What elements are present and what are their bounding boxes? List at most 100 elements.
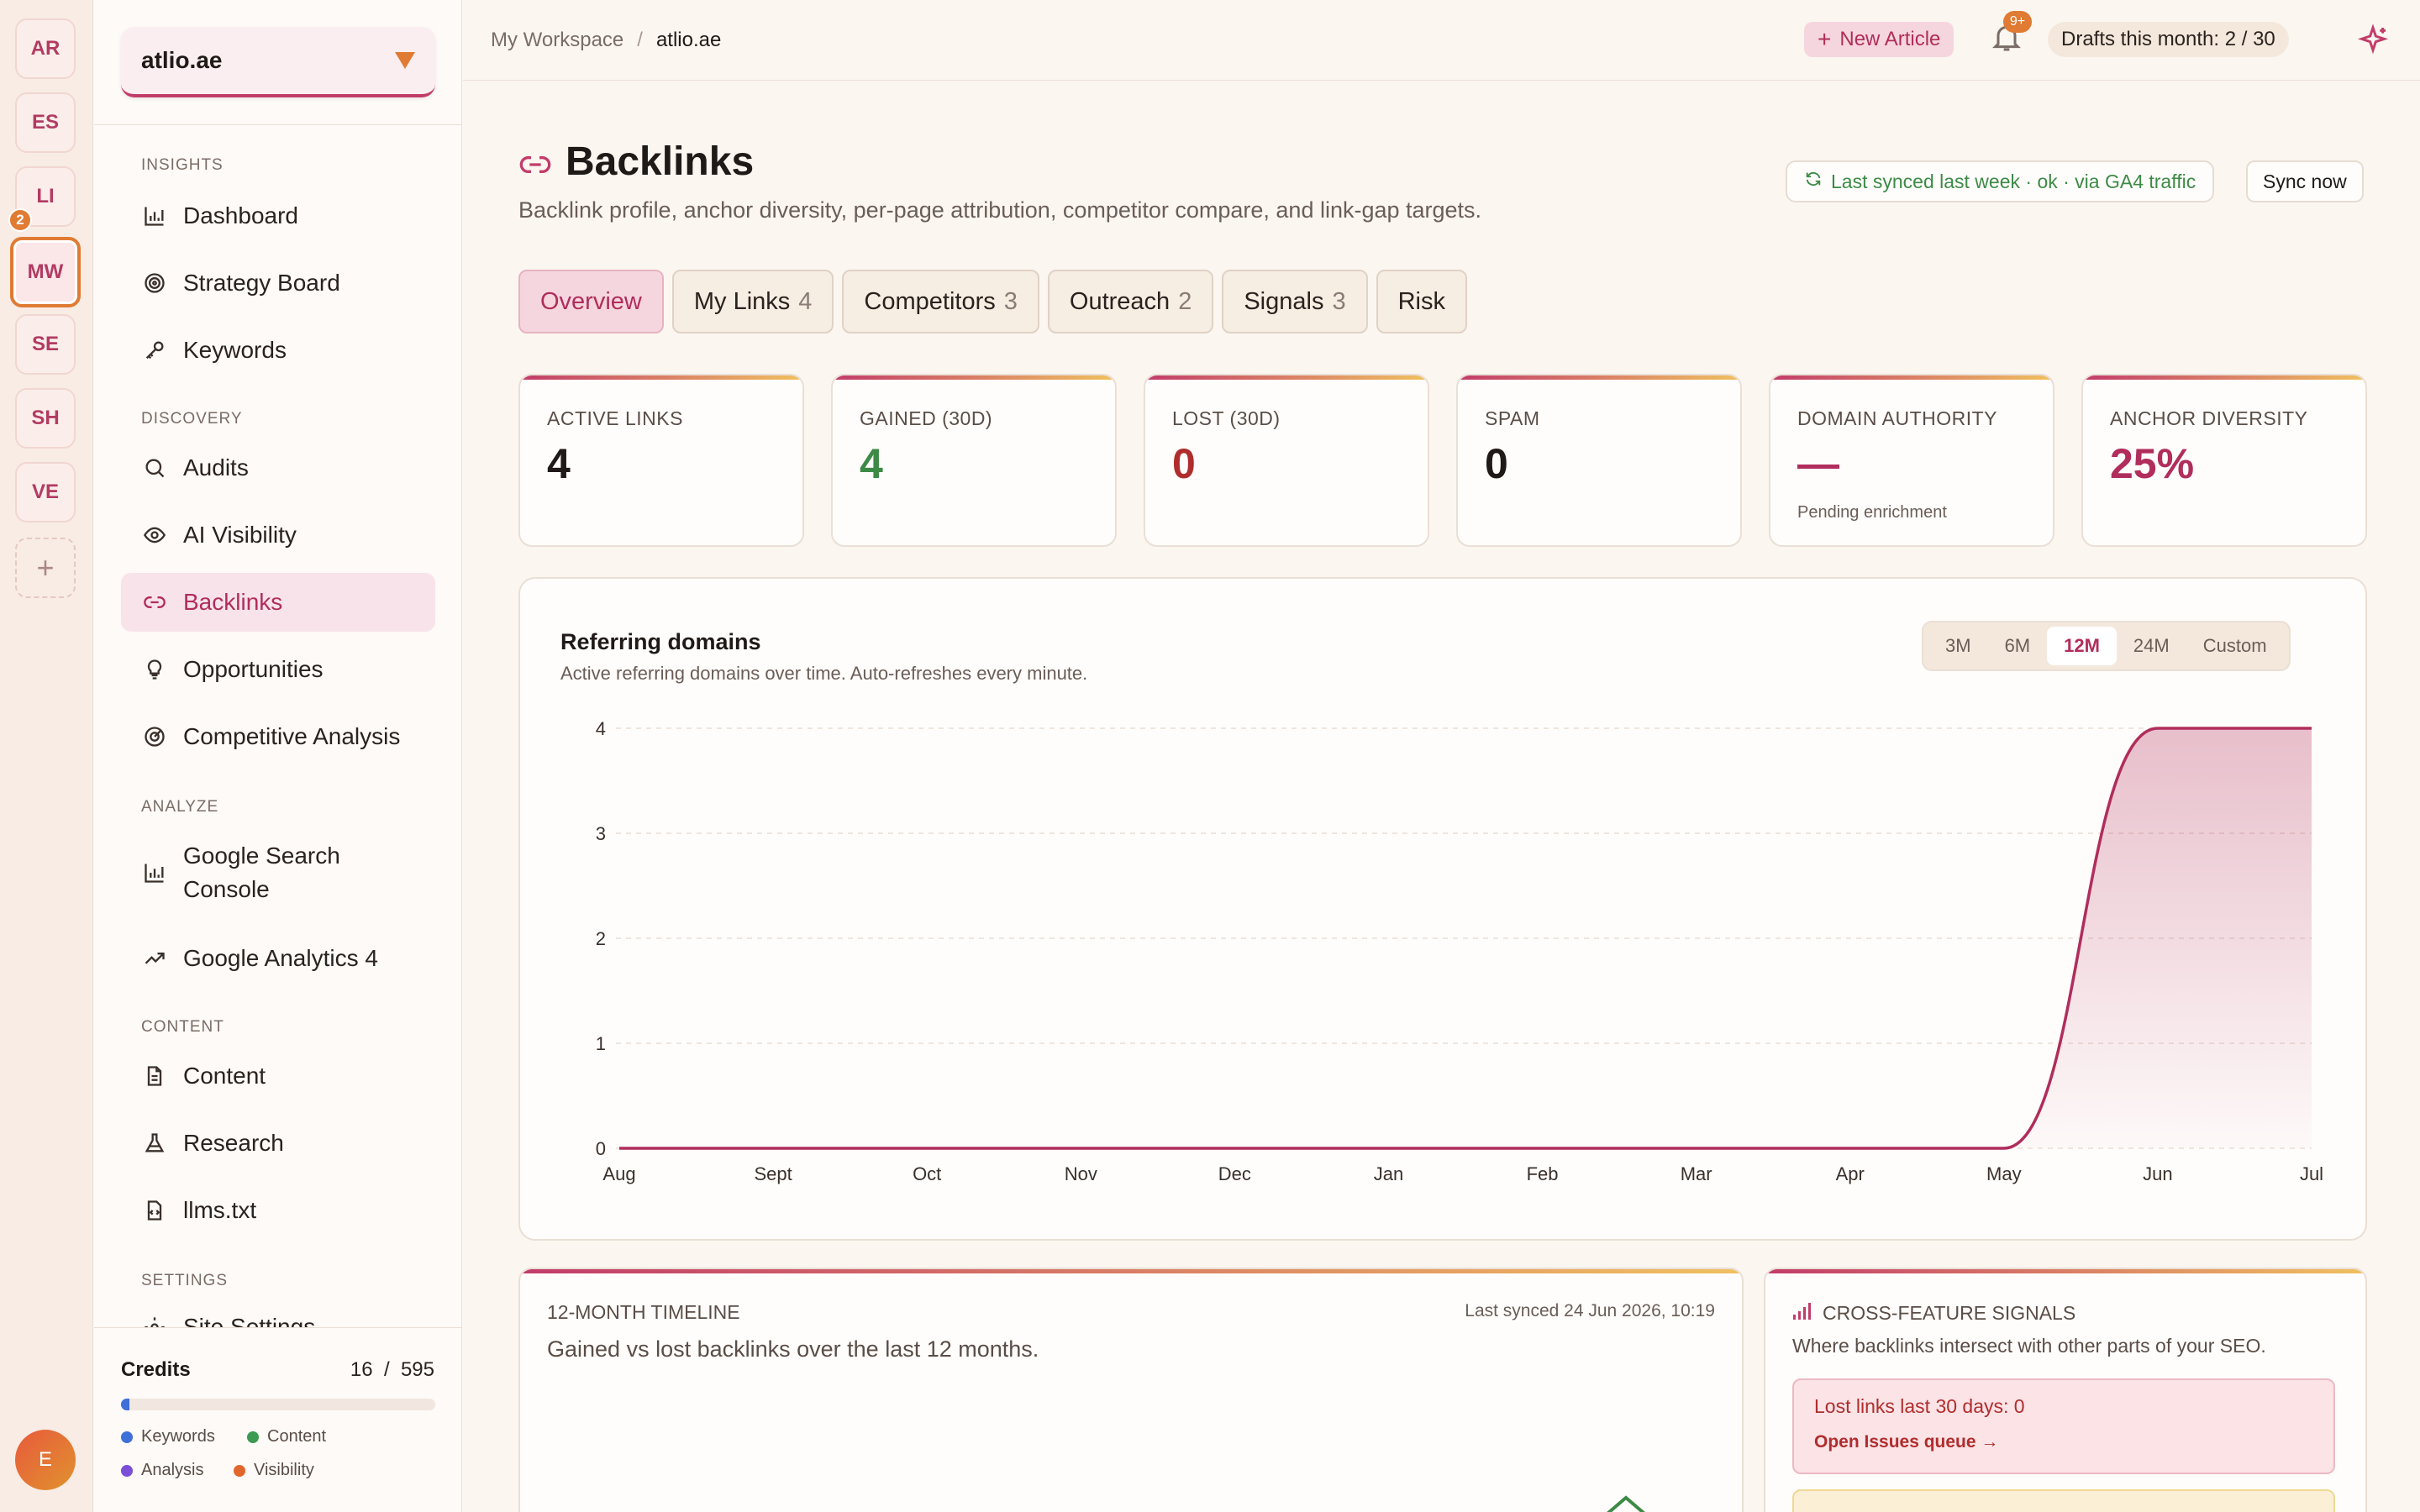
series-line — [619, 727, 2312, 1150]
tab-overview[interactable]: Overview — [518, 270, 664, 333]
y-tick-label: 0 — [596, 1138, 606, 1159]
file-code-icon — [141, 1197, 168, 1224]
y-tick-label: 4 — [596, 718, 606, 739]
sidebar-item-ai-visibility[interactable]: AI Visibility — [121, 506, 435, 564]
section-discovery: DISCOVERY — [141, 410, 243, 428]
link-icon — [518, 145, 552, 179]
chart-title: Referring domains — [560, 629, 761, 654]
workspace-mw[interactable]: MW — [10, 237, 81, 307]
sidebar-item-label: Research — [183, 1130, 284, 1156]
workspace-ve[interactable]: VE — [15, 462, 76, 522]
legend-visibility: Visibility — [234, 1461, 314, 1480]
lightbulb-icon — [141, 656, 168, 683]
range-3m[interactable]: 3M — [1945, 635, 1971, 656]
sparkle-icon[interactable] — [2356, 24, 2390, 57]
timeline-desc: Gained vs lost backlinks over the last 1… — [547, 1336, 1039, 1362]
stat-lost: LOST (30D) 0 — [1144, 374, 1429, 547]
sidebar-item-dashboard[interactable]: Dashboard — [121, 186, 435, 245]
range-24m[interactable]: 24M — [2133, 635, 2170, 656]
page-title: Backlinks — [518, 139, 754, 185]
x-tick-label: Feb — [1527, 1163, 1559, 1184]
range-12m[interactable]: 12M — [2047, 627, 2117, 665]
workspace-ar[interactable]: AR — [15, 18, 76, 79]
sidebar-item-label: llms.txt — [183, 1197, 257, 1223]
flask-icon — [141, 1130, 168, 1157]
sidebar-item-opportunities[interactable]: Opportunities — [121, 640, 435, 699]
sidebar-item-competitive[interactable]: Competitive Analysis — [121, 707, 435, 766]
radar-icon — [141, 723, 168, 750]
sidebar-item-research[interactable]: Research — [121, 1114, 435, 1173]
sidebar-item-label: Competitive Analysis — [183, 723, 401, 749]
add-workspace-button[interactable]: + — [15, 538, 76, 598]
workspace-badge: 2 — [8, 208, 32, 232]
signals-card: CROSS-FEATURE SIGNALS Where backlinks in… — [1764, 1268, 2367, 1512]
x-tick-label: Jul — [2300, 1163, 2323, 1184]
range-6m[interactable]: 6M — [2004, 635, 2031, 656]
lost-links-alert: Lost links last 30 days: 0 Open Issues q… — [1792, 1378, 2335, 1474]
sidebar-item-audits[interactable]: Audits — [121, 438, 435, 497]
sidebar-item-strategy[interactable]: Strategy Board — [121, 254, 435, 312]
page-subtitle: Backlink profile, anchor diversity, per-… — [518, 197, 1482, 223]
workspace-sh[interactable]: SH — [15, 388, 76, 449]
workspace-rail: AR ES LI MW 2 SE SH VE + E — [0, 0, 93, 1512]
main-content: Backlinks Backlink profile, anchor diver… — [463, 81, 2420, 1512]
section-insights: INSIGHTS — [141, 156, 224, 174]
plus-icon: + — [36, 550, 55, 585]
sidebar-item-label: Site Settings — [183, 1314, 316, 1327]
x-tick-label: Oct — [913, 1163, 941, 1184]
target-icon — [141, 270, 168, 297]
timeline-chart — [1607, 1495, 1645, 1512]
sidebar-item-backlinks[interactable]: Backlinks — [121, 573, 435, 632]
legend-keywords: Keywords — [121, 1427, 215, 1446]
signals-desc: Where backlinks intersect with other par… — [1792, 1335, 2266, 1357]
sync-status: Last synced last week · ok · via GA4 tra… — [1786, 160, 2215, 202]
tab-outreach[interactable]: Outreach 2 — [1047, 270, 1214, 333]
trend-up-icon — [141, 945, 168, 972]
stat-active-links: ACTIVE LINKS 4 — [518, 374, 804, 547]
sidebar-item-label: Strategy Board — [183, 270, 340, 296]
workspace-es[interactable]: ES — [15, 92, 76, 153]
credits-value: 16 / 595 — [350, 1358, 434, 1381]
bar-chart-icon — [141, 859, 168, 886]
x-tick-label: Aug — [602, 1163, 635, 1184]
credits-panel: Credits 16 / 595 Keywords Content Analys… — [94, 1327, 461, 1512]
range-selector: 3M 6M 12M 24M Custom — [1922, 621, 2291, 671]
user-avatar[interactable]: E — [15, 1430, 76, 1490]
tab-my-links[interactable]: My Links 4 — [671, 270, 834, 333]
stat-spam: SPAM 0 — [1456, 374, 1742, 547]
refresh-icon — [1804, 170, 1823, 193]
stat-anchor-diversity: ANCHOR DIVERSITY 25% — [2081, 374, 2367, 547]
x-tick-label: Sept — [754, 1163, 792, 1184]
sidebar-item-gsc[interactable]: Google Search Console — [121, 835, 435, 911]
tab-competitors[interactable]: Competitors 3 — [842, 270, 1039, 333]
site-selector[interactable]: atlio.ae — [121, 27, 435, 97]
new-article-button[interactable]: + New Article — [1804, 22, 1954, 57]
range-custom[interactable]: Custom — [2202, 635, 2267, 656]
tab-signals[interactable]: Signals 3 — [1222, 270, 1368, 333]
sidebar-item-label: Opportunities — [183, 656, 324, 682]
sidebar-item-content[interactable]: Content — [121, 1047, 435, 1105]
x-tick-label: Dec — [1218, 1163, 1251, 1184]
sidebar-item-site-settings[interactable]: Site Settings — [121, 1300, 435, 1327]
breadcrumb-site: atlio.ae — [655, 29, 722, 51]
sidebar-item-label: AI Visibility — [183, 522, 297, 548]
sync-now-button[interactable]: Sync now — [2246, 160, 2364, 202]
x-tick-label: May — [1986, 1163, 2022, 1184]
stat-domain-authority: DOMAIN AUTHORITY — Pending enrichment — [1769, 374, 2054, 547]
stat-gained: GAINED (30D) 4 — [831, 374, 1117, 547]
search-icon — [141, 454, 168, 481]
notification-badge: 9+ — [2003, 11, 2032, 33]
x-tick-label: Nov — [1065, 1163, 1097, 1184]
open-issues-link[interactable]: Open Issues queue → — [1814, 1432, 1999, 1452]
timeline-synced: Last synced 24 Jun 2026, 10:19 — [1465, 1301, 1715, 1320]
sidebar-item-label: Google Search Console — [183, 843, 340, 902]
workspace-se[interactable]: SE — [15, 314, 76, 375]
tab-risk[interactable]: Risk — [1376, 270, 1467, 333]
sidebar-item-llms[interactable]: llms.txt — [121, 1181, 435, 1240]
sidebar-item-keywords[interactable]: Keywords — [121, 321, 435, 380]
sidebar-item-ga4[interactable]: Google Analytics 4 — [121, 929, 435, 988]
document-icon — [141, 1063, 168, 1089]
legend-content: Content — [247, 1427, 326, 1446]
breadcrumb-workspace[interactable]: My Workspace — [491, 29, 624, 51]
x-tick-label: Jan — [1374, 1163, 1403, 1184]
